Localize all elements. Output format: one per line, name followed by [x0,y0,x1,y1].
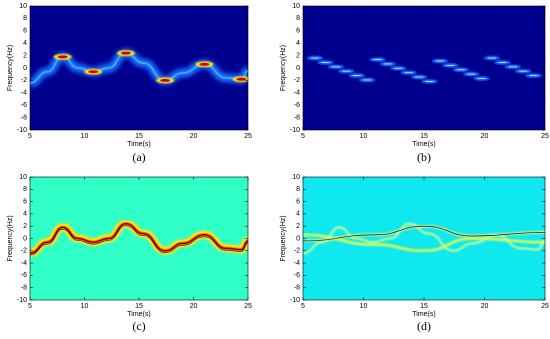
x-tick-label: 5 [301,303,305,310]
ridge-line [30,225,248,256]
heatmap-image [30,48,248,88]
y-tick-label: 4 [296,40,300,47]
x-tick-label: 15 [420,303,428,310]
heatmap-image [303,222,545,255]
y-tick-label: 4 [296,211,300,218]
x-tick-label: 10 [360,303,368,310]
y-tick-label: -10 [290,127,300,134]
panel: -10 -8 -6 -4 -2 0 2 4 6 8 10 5 10 15 20 25 Time(s) Freque… [7,3,252,164]
y-tick-label: 6 [23,198,27,205]
y-tick-label: 10 [19,3,27,10]
y-tick-label: 10 [292,174,300,181]
x-tick-label: 10 [360,133,368,140]
x-tick-label: 25 [541,303,549,310]
y-tick-label: -6 [294,272,300,279]
panel: -10 -8 -6 -4 -2 0 2 4 6 8 10 5 10 15 20 25 Time(s) Freque… [280,174,549,333]
y-tick-label: 0 [23,65,27,72]
y-tick-label: 2 [296,223,300,230]
peak-core [199,62,210,66]
y-tick-label: 6 [296,28,300,35]
peak-core [160,78,171,82]
y-tick-label: -2 [21,248,27,255]
y-tick-label: -6 [21,272,27,279]
heatmap-background [303,6,545,130]
y-tick-label: -2 [294,77,300,84]
x-tick-label: 15 [135,133,143,140]
y-tick-label: 8 [23,186,27,193]
y-tick-label: -8 [21,114,27,121]
x-axis-label: Time(s) [412,311,435,318]
y-tick-label: 2 [23,52,27,59]
y-tick-label: 10 [292,3,300,10]
y-tick-label: -6 [21,102,27,109]
y-tick-label: 4 [23,211,27,218]
x-axis-label: Time(s) [412,141,435,148]
caption: (d) [417,319,431,333]
x-axis-label: Time(s) [127,311,150,318]
ridge-core [30,222,248,255]
caption: (a) [132,150,145,164]
y-tick-label: -4 [21,260,27,267]
y-tick-label: -8 [294,114,300,121]
x-tick-label: 25 [244,133,252,140]
ridge-wave [303,222,545,255]
peak-core [88,70,99,74]
x-tick-label: 5 [301,133,305,140]
panel: -10 -8 -6 -4 -2 0 2 4 6 8 10 5 10 15 20 25 Time(s) Freque… [280,3,549,164]
y-tick-label: 8 [296,15,300,22]
panel: -10 -8 -6 -4 -2 0 2 4 6 8 10 5 10 15 20 25 Time(s) Freque… [7,174,252,333]
heatmap-image [30,219,248,258]
peak-core [57,55,68,59]
x-tick-label: 5 [28,303,32,310]
caption: (b) [417,150,431,164]
y-tick-label: -4 [294,260,300,267]
y-tick-label: 0 [296,235,300,242]
x-tick-label: 20 [481,133,489,140]
y-axis-label: Frequency(Hz) [280,215,287,261]
y-tick-label: 0 [23,235,27,242]
x-tick-label: 25 [541,133,549,140]
x-tick-label: 10 [81,303,89,310]
y-tick-label: 2 [296,52,300,59]
y-tick-label: -2 [21,77,27,84]
ridge [303,233,545,253]
ridge-core [303,225,545,242]
peak-core [120,51,131,55]
y-tick-label: 6 [23,28,27,35]
y-tick-label: -8 [21,285,27,292]
y-tick-label: -10 [17,127,27,134]
y-tick-label: 8 [296,186,300,193]
x-tick-label: 20 [481,303,489,310]
y-tick-label: -4 [294,90,300,97]
x-tick-label: 15 [135,303,143,310]
peak-core [236,77,247,81]
y-tick-label: -6 [294,102,300,109]
y-axis-label: Frequency(Hz) [7,215,14,261]
x-tick-label: 20 [190,133,198,140]
y-tick-label: 10 [19,174,27,181]
y-tick-label: -10 [290,297,300,304]
x-axis-label: Time(s) [127,141,150,148]
heatmap-image [307,55,542,84]
y-tick-label: 6 [296,198,300,205]
y-tick-label: 0 [296,65,300,72]
x-tick-label: 25 [244,303,252,310]
y-tick-label: 2 [23,223,27,230]
y-axis-label: Frequency(Hz) [280,45,287,91]
x-tick-label: 5 [28,133,32,140]
y-tick-label: -10 [17,297,27,304]
caption: (c) [132,319,145,333]
x-tick-label: 15 [420,133,428,140]
y-axis-label: Frequency(Hz) [7,45,14,91]
x-tick-label: 20 [190,303,198,310]
y-tick-label: -8 [294,285,300,292]
x-tick-label: 10 [81,133,89,140]
y-tick-label: 4 [23,40,27,47]
y-tick-label: -4 [21,90,27,97]
y-tick-label: -2 [294,248,300,255]
y-tick-label: 8 [23,15,27,22]
